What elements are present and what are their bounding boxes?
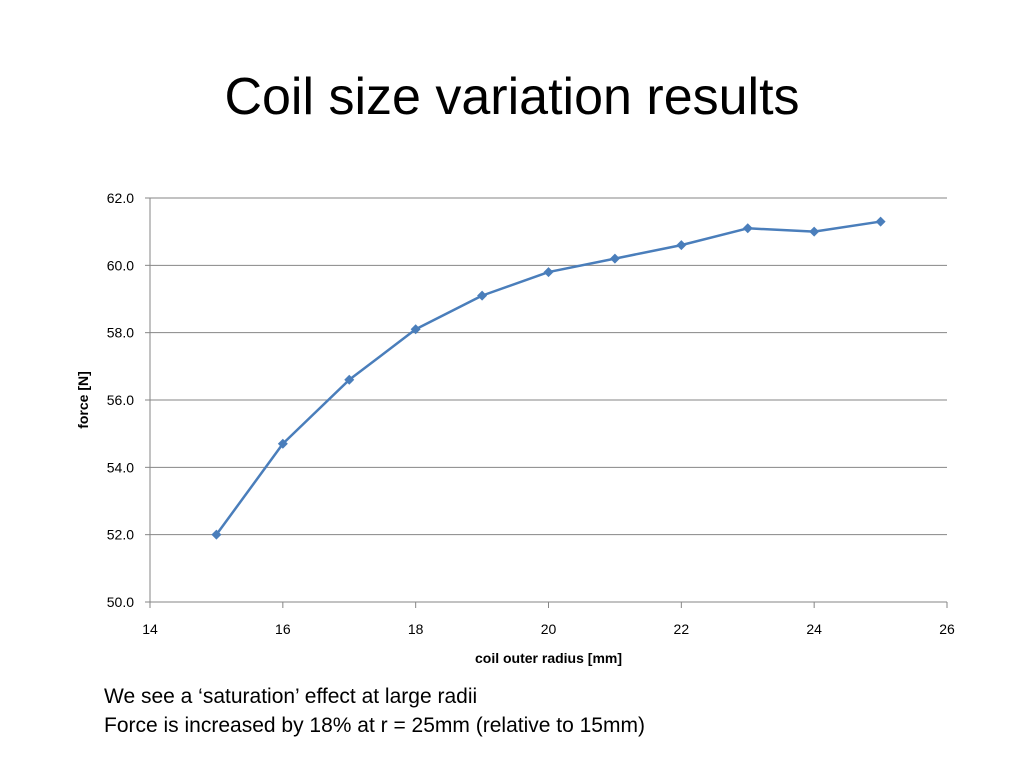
note-force-increase: Force is increased by 18% at r = 25mm (r…: [104, 714, 645, 737]
data-point: [543, 267, 554, 278]
slide-title: Coil size variation results: [224, 68, 800, 126]
data-point: [344, 374, 355, 385]
y-tick-label: 58.0: [107, 325, 134, 341]
y-tick-label: 62.0: [107, 190, 134, 206]
data-point: [477, 290, 488, 301]
data-point: [875, 216, 886, 227]
x-tick-label: 20: [541, 621, 557, 637]
tick-labels: 50.0 52.0 54.0 56.0 58.0 60.0 62.0 14 16 18 20 22 24…: [107, 190, 955, 637]
y-axis-title: force [N]: [75, 371, 91, 429]
data-point: [211, 529, 222, 540]
note-saturation: We see a ‘saturation’ effect at large ra…: [104, 685, 478, 708]
axes: [145, 197, 948, 608]
x-tick-label: 16: [275, 621, 291, 637]
data-point: [676, 240, 687, 251]
x-tick-label: 22: [674, 621, 690, 637]
data-point: [410, 324, 421, 335]
x-axis-title: coil outer radius [mm]: [475, 650, 622, 666]
data-point: [609, 253, 620, 264]
data-point: [809, 226, 820, 237]
data-series: [211, 216, 886, 540]
y-tick-label: 60.0: [107, 257, 134, 273]
data-point: [277, 438, 288, 449]
gridlines: [150, 197, 947, 536]
y-tick-label: 54.0: [107, 459, 134, 475]
x-tick-label: 24: [806, 621, 822, 637]
y-tick-label: 52.0: [107, 527, 134, 543]
data-point: [742, 223, 753, 234]
x-tick-label: 26: [939, 621, 955, 637]
x-tick-label: 14: [142, 621, 158, 637]
y-tick-label: 50.0: [107, 594, 134, 610]
y-tick-label: 56.0: [107, 392, 134, 408]
x-tick-label: 18: [408, 621, 424, 637]
